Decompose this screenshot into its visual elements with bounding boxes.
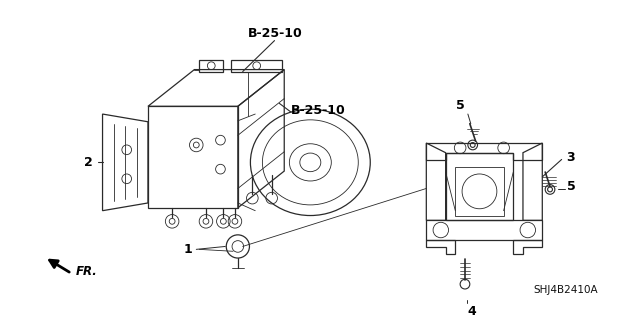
- Text: 3: 3: [566, 151, 575, 164]
- Text: 5: 5: [568, 180, 576, 193]
- Text: B-25-10: B-25-10: [248, 27, 302, 40]
- Text: 4: 4: [468, 305, 477, 318]
- Text: FR.: FR.: [76, 265, 97, 278]
- Text: B-25-10: B-25-10: [291, 104, 346, 117]
- Text: 1: 1: [184, 243, 193, 256]
- Text: 5: 5: [456, 99, 465, 112]
- Text: 2: 2: [84, 156, 93, 169]
- Text: SHJ4B2410A: SHJ4B2410A: [534, 285, 598, 295]
